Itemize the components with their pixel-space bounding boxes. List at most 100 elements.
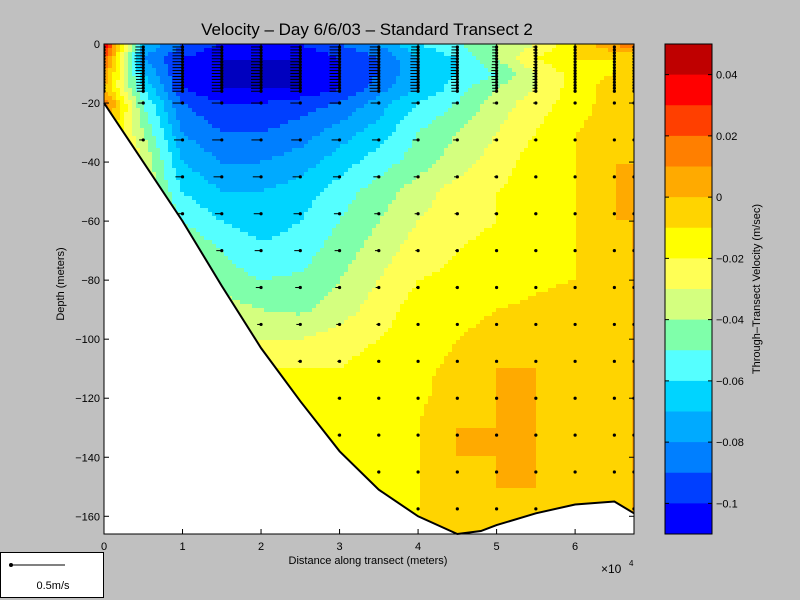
field-cell bbox=[252, 88, 257, 93]
field-cell bbox=[560, 64, 565, 69]
field-cell bbox=[200, 52, 205, 57]
field-cell bbox=[628, 104, 633, 109]
field-cell bbox=[420, 120, 425, 125]
field-cell bbox=[500, 188, 505, 193]
field-cell bbox=[268, 160, 273, 165]
field-cell bbox=[136, 72, 141, 77]
field-cell bbox=[484, 88, 489, 93]
field-cell bbox=[520, 88, 525, 93]
field-cell bbox=[328, 112, 333, 117]
field-cell bbox=[140, 140, 145, 145]
field-cell bbox=[328, 168, 333, 173]
field-cell bbox=[268, 72, 273, 77]
field-cell bbox=[444, 100, 449, 105]
field-cell bbox=[228, 144, 233, 149]
field-cell bbox=[496, 88, 501, 93]
field-cell bbox=[488, 140, 493, 145]
field-cell bbox=[368, 72, 373, 77]
field-cell bbox=[436, 100, 441, 105]
field-cell bbox=[436, 108, 441, 113]
field-cell bbox=[364, 56, 369, 61]
field-cell bbox=[284, 184, 289, 189]
field-cell bbox=[192, 100, 197, 105]
field-cell bbox=[196, 128, 201, 133]
field-cell bbox=[284, 156, 289, 161]
field-cell bbox=[428, 188, 433, 193]
field-cell bbox=[492, 60, 497, 65]
field-cell bbox=[628, 128, 633, 133]
field-cell bbox=[472, 68, 477, 73]
field-cell bbox=[104, 88, 109, 93]
field-cell bbox=[336, 168, 341, 173]
field-cell bbox=[360, 144, 365, 149]
field-cell bbox=[268, 124, 273, 129]
field-cell bbox=[452, 156, 457, 161]
field-cell bbox=[324, 144, 329, 149]
field-cell bbox=[500, 120, 505, 125]
field-cell bbox=[256, 84, 261, 89]
field-cell bbox=[464, 60, 469, 65]
field-cell bbox=[328, 136, 333, 141]
field-cell bbox=[188, 64, 193, 69]
field-cell bbox=[220, 156, 225, 161]
field-cell bbox=[232, 164, 237, 169]
field-cell bbox=[520, 156, 525, 161]
field-cell bbox=[408, 136, 413, 141]
field-cell bbox=[252, 144, 257, 149]
field-cell bbox=[448, 104, 453, 109]
field-cell bbox=[272, 140, 277, 145]
field-cell bbox=[496, 84, 501, 89]
field-cell bbox=[520, 72, 525, 77]
field-cell bbox=[396, 164, 401, 169]
field-cell bbox=[116, 52, 121, 57]
field-cell bbox=[300, 172, 305, 177]
field-cell bbox=[608, 100, 613, 105]
field-cell bbox=[588, 72, 593, 77]
field-cell bbox=[520, 44, 525, 49]
field-cell bbox=[492, 160, 497, 165]
field-cell bbox=[188, 188, 193, 193]
field-cell bbox=[408, 76, 413, 81]
field-cell bbox=[404, 116, 409, 121]
field-cell bbox=[404, 176, 409, 181]
field-cell bbox=[280, 116, 285, 121]
field-cell bbox=[576, 104, 581, 109]
field-cell bbox=[600, 92, 605, 97]
field-cell bbox=[316, 172, 321, 177]
field-cell bbox=[324, 84, 329, 89]
field-cell bbox=[496, 184, 501, 189]
field-cell bbox=[392, 76, 397, 81]
field-cell bbox=[244, 80, 249, 85]
field-cell bbox=[132, 108, 137, 113]
field-cell bbox=[440, 120, 445, 125]
field-cell bbox=[400, 156, 405, 161]
field-cell bbox=[180, 148, 185, 153]
field-cell bbox=[260, 192, 265, 197]
field-cell bbox=[508, 116, 513, 121]
field-cell bbox=[212, 64, 217, 69]
field-cell bbox=[576, 108, 581, 113]
field-cell bbox=[524, 180, 529, 185]
field-cell bbox=[276, 152, 281, 157]
field-cell bbox=[204, 60, 209, 65]
field-cell bbox=[616, 120, 621, 125]
field-cell bbox=[440, 132, 445, 137]
field-cell bbox=[472, 148, 477, 153]
field-cell bbox=[132, 100, 137, 105]
field-cell bbox=[480, 116, 485, 121]
field-cell bbox=[444, 76, 449, 81]
field-cell bbox=[220, 112, 225, 117]
field-cell bbox=[432, 64, 437, 69]
field-cell bbox=[192, 84, 197, 89]
field-cell bbox=[320, 168, 325, 173]
field-cell bbox=[348, 148, 353, 153]
field-cell bbox=[272, 72, 277, 77]
field-cell bbox=[428, 72, 433, 77]
field-cell bbox=[248, 100, 253, 105]
field-cell bbox=[600, 52, 605, 57]
field-cell bbox=[460, 88, 465, 93]
field-cell bbox=[204, 120, 209, 125]
field-cell bbox=[284, 180, 289, 185]
field-cell bbox=[436, 44, 441, 49]
field-cell bbox=[156, 44, 161, 49]
